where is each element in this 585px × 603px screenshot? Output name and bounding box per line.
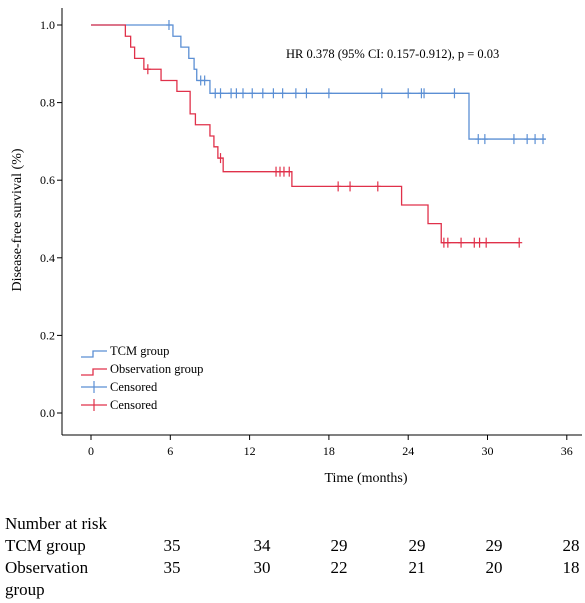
risk-row-label-continued: group — [5, 580, 45, 599]
censor-mark — [421, 88, 428, 99]
survival-curve — [91, 24, 546, 140]
y-tick-label: 0.0 — [40, 406, 55, 420]
risk-value: 29 — [485, 536, 503, 555]
risk-row-label: TCM group — [5, 536, 86, 555]
censor-mark — [259, 88, 266, 99]
x-tick-label: 24 — [402, 444, 414, 458]
y-tick-label: 1.0 — [40, 18, 55, 32]
censor-mark — [292, 88, 299, 99]
censor-mark — [228, 88, 235, 99]
plot-frame — [61, 8, 582, 436]
x-tick-label: 30 — [482, 444, 494, 458]
series-observation-group — [91, 24, 523, 248]
x-axis-label: Time (months) — [324, 471, 407, 486]
legend-item: Censored — [81, 398, 158, 412]
censor-mark — [510, 134, 517, 145]
censor-mark — [239, 88, 246, 99]
risk-value: 29 — [330, 536, 348, 555]
risk-value: 30 — [253, 558, 271, 577]
censor-mark — [540, 134, 547, 145]
censor-mark — [458, 237, 465, 248]
censor-mark — [378, 88, 385, 99]
number-at-risk-table: Number at risk TCM group 35 34 29 29 29 … — [0, 508, 585, 603]
censor-mark — [217, 88, 224, 99]
series-tcm-group — [91, 20, 547, 145]
censor-mark — [532, 134, 539, 145]
legend-item: Observation group — [81, 362, 203, 376]
legend-item: TCM group — [81, 344, 169, 358]
censor-mark — [280, 166, 287, 177]
censor-mark — [471, 237, 478, 248]
censor-mark — [165, 20, 172, 30]
censor-mark — [233, 88, 240, 99]
legend-item: Censored — [81, 380, 158, 394]
censor-mark — [524, 134, 531, 145]
y-tick-label: 0.4 — [40, 251, 55, 265]
x-tick-label: 12 — [244, 444, 256, 458]
risk-value: 21 — [408, 558, 426, 577]
y-tick-label: 0.6 — [40, 173, 55, 187]
hazard-ratio-annotation: HR 0.378 (95% CI: 0.157-0.912), p = 0.03 — [286, 47, 499, 61]
risk-value: 35 — [163, 536, 181, 555]
legend-label: Observation group — [110, 362, 203, 376]
censor-mark — [483, 237, 490, 248]
tick-layer: 0 6 12 18 24 30 36 0.0 0.2 0.4 0.6 0.8 1.0 — [40, 18, 573, 458]
legend-step-swatch — [81, 368, 107, 376]
censor-mark — [374, 181, 381, 192]
x-tick-label: 36 — [561, 444, 573, 458]
censor-mark — [303, 88, 310, 99]
censor-mark — [481, 134, 488, 145]
risk-value: 22 — [330, 558, 348, 577]
risk-row-tcm: TCM group 35 34 29 29 29 28 — [0, 535, 585, 557]
y-tick-label: 0.2 — [40, 328, 55, 342]
censor-mark — [476, 237, 483, 248]
risk-value: 20 — [485, 558, 503, 577]
censor-mark — [212, 88, 219, 99]
legend-step-swatch — [81, 350, 107, 358]
y-tick-label: 0.8 — [40, 96, 55, 110]
survival-curve — [91, 24, 520, 244]
censor-mark — [270, 88, 277, 99]
censor-mark — [335, 181, 342, 192]
series-layer — [91, 20, 547, 248]
censor-mark — [347, 181, 354, 192]
censor-mark — [201, 75, 208, 86]
censor-mark — [516, 237, 523, 248]
legend: TCM group Observation group Censored Censor… — [81, 344, 203, 412]
y-axis-label: Disease-free survival (%) — [10, 148, 25, 291]
censor-mark — [217, 153, 224, 164]
risk-value: 29 — [408, 536, 426, 555]
risk-row-label: Observation — [5, 558, 89, 577]
censor-mark — [249, 88, 256, 99]
x-tick-label: 0 — [88, 444, 94, 458]
censor-mark — [451, 88, 458, 99]
censor-mark — [325, 88, 332, 99]
censor-mark — [444, 237, 451, 248]
risk-table-title: Number at risk — [5, 514, 107, 533]
legend-label: TCM group — [110, 344, 169, 358]
censor-mark — [405, 88, 412, 99]
risk-value: 34 — [253, 536, 271, 555]
censor-mark — [475, 134, 482, 145]
risk-value: 18 — [562, 558, 580, 577]
legend-label: Censored — [110, 380, 158, 394]
risk-row-observation: Observation group 35 30 22 21 20 18 — [0, 557, 585, 599]
censor-mark — [144, 64, 151, 75]
legend-label: Censored — [110, 398, 158, 412]
risk-value: 28 — [562, 536, 580, 555]
x-tick-label: 6 — [167, 444, 173, 458]
risk-value: 35 — [163, 558, 181, 577]
x-tick-label: 18 — [323, 444, 335, 458]
censor-mark — [286, 166, 293, 177]
survival-chart: 0 6 12 18 24 30 36 0.0 0.2 0.4 0.6 0.8 1.0 HR 0.378 … — [10, 8, 582, 486]
censor-mark — [279, 88, 286, 99]
